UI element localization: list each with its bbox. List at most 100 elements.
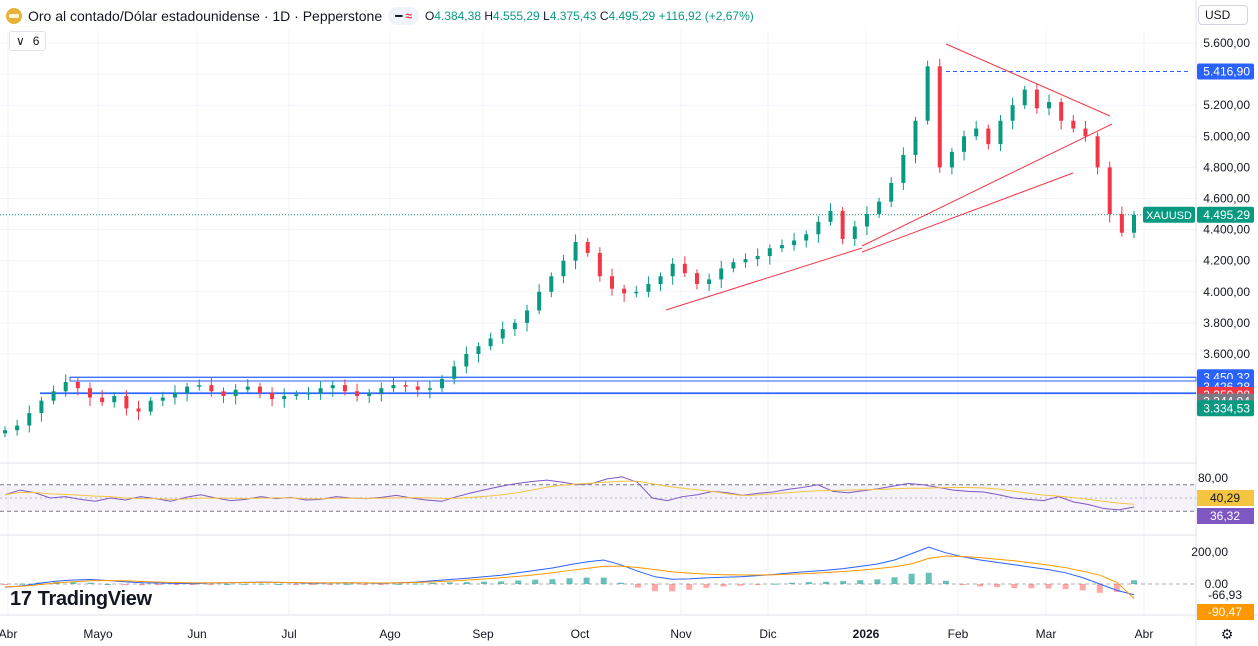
- chart-header: Oro al contado/Dólar estadounidense · 1D…: [6, 5, 754, 27]
- macd-histogram-bar: [583, 577, 590, 584]
- triangle-lower-line[interactable]: [861, 123, 1113, 247]
- currency-selector[interactable]: USD: [1198, 5, 1248, 25]
- last-price-tag: 4.495,29: [1203, 208, 1250, 222]
- macd-histogram-bar: [703, 584, 710, 588]
- candle-body: [937, 66, 942, 168]
- macd-histogram-bar: [634, 584, 641, 588]
- macd-histogram-bar: [480, 581, 487, 584]
- candle-body: [537, 291, 542, 311]
- candle-body: [500, 329, 505, 339]
- macd-histogram-bar: [1062, 584, 1069, 590]
- macd-histogram-bar: [908, 573, 915, 584]
- candle-body: [172, 392, 177, 398]
- tradingview-wordmark: TradingView: [37, 588, 152, 610]
- settings-gear-icon[interactable]: ⚙: [1220, 626, 1234, 642]
- candle-body: [767, 248, 772, 257]
- macd-histogram-bar: [857, 580, 864, 584]
- candle-body: [1010, 105, 1015, 121]
- macd-histogram-bar: [395, 583, 402, 585]
- macd-histogram-bar: [498, 581, 505, 584]
- candle-body: [816, 221, 821, 235]
- candle-body: [1071, 120, 1076, 129]
- close-label: C: [599, 9, 609, 23]
- symbol-title[interactable]: Oro al contado/Dólar estadounidense · 1D…: [28, 8, 383, 24]
- candle-body: [87, 388, 92, 398]
- macd-value-tag: -66,93: [1208, 588, 1242, 602]
- macd-histogram-bar: [1045, 584, 1052, 589]
- time-axis[interactable]: Abr Mayo Jun Jul Ago Sep Oct Nov Dic 2026 Feb Mar Ab…: [0, 627, 1153, 641]
- candle-body: [755, 256, 760, 260]
- candle-body: [3, 430, 7, 434]
- macd-histogram-bar: [823, 581, 830, 584]
- macd-pane: 200,00 0,00-66,93 -90,47: [0, 545, 1254, 620]
- rsi-axis-label: 80,00: [1198, 471, 1228, 485]
- range-box: [69, 376, 1197, 382]
- candle-body: [100, 397, 105, 403]
- macd-histogram-bar: [566, 578, 573, 584]
- candle-body: [804, 234, 809, 241]
- macd-histogram-bar: [207, 584, 214, 585]
- price-axis[interactable]: 5.600,005.400,005.200,005.000,004.800,00…: [1143, 36, 1254, 417]
- time-tick-label: Feb: [948, 627, 969, 641]
- macd-histogram-bar: [173, 584, 180, 585]
- candle-body: [525, 310, 530, 323]
- candle-body: [609, 276, 614, 289]
- last-price-tag-bg: [1197, 206, 1254, 223]
- price-tick-label: 5.200,00: [1203, 98, 1250, 112]
- macd-histogram-bar: [378, 584, 385, 585]
- candle-body: [112, 395, 117, 403]
- rsi-pane: 80,00 40,29 36,32: [0, 471, 1254, 524]
- candle-body: [15, 425, 20, 431]
- candle-body: [379, 388, 384, 393]
- macd-histogram-bar: [344, 583, 351, 585]
- tradingview-logo[interactable]: 17 TradingView: [10, 588, 152, 611]
- price-tick-label: 4.800,00: [1203, 160, 1250, 174]
- change-value: +116,92 (+2,67%): [658, 9, 754, 23]
- macd-histogram-bar: [190, 584, 197, 585]
- candle-body: [75, 381, 80, 389]
- macd-histogram-bar: [87, 582, 94, 584]
- candle-body: [233, 389, 238, 396]
- candle-body: [464, 354, 469, 367]
- rising-trendline[interactable]: [665, 247, 863, 311]
- candle-body: [597, 252, 602, 277]
- level-price-tag-bg: [1197, 63, 1254, 80]
- candle-body: [743, 259, 748, 263]
- candle-body: [294, 394, 299, 396]
- macd-histogram-bar: [600, 577, 607, 584]
- low-label: L: [543, 9, 550, 23]
- candle-body: [209, 385, 214, 392]
- candle-body: [585, 242, 590, 253]
- candle-body: [1034, 89, 1039, 109]
- macd-value-tag-bg: [1197, 588, 1254, 602]
- wave-icon: ≈: [405, 9, 412, 23]
- candle-body: [925, 66, 930, 121]
- indicators-toggle[interactable]: ∨ 6: [9, 31, 47, 51]
- tradingview-mark-icon: 17: [10, 588, 32, 610]
- macd-histogram-bar: [1113, 584, 1120, 592]
- candle-body: [1022, 89, 1027, 106]
- status-badge[interactable]: ━ ≈: [388, 7, 419, 25]
- candle-body: [282, 395, 287, 400]
- candle-body: [1095, 136, 1100, 168]
- macd-histogram-bar: [771, 583, 778, 585]
- ohlc-readout: O4.384,38 H4.555,29 L4.375,43 C4.495,29 …: [425, 9, 754, 23]
- market-status-icon: ━: [395, 9, 403, 23]
- rsi-ma-tag-bg: [1197, 490, 1254, 506]
- level-price-tag: 3.334,53: [1203, 401, 1250, 415]
- indicator-count: 6: [32, 34, 40, 48]
- high-label: H: [484, 9, 494, 23]
- level-lines: [0, 70, 1197, 395]
- macd-histogram-bar: [515, 580, 522, 584]
- candle-body: [864, 214, 869, 227]
- candle-body: [27, 413, 32, 426]
- candle-body: [658, 276, 663, 285]
- candle-body: [889, 182, 894, 202]
- time-tick-label: Abr: [0, 627, 17, 641]
- channel-trendline[interactable]: [861, 172, 1074, 253]
- macd-histogram-bar: [224, 584, 231, 585]
- triangle-upper-line[interactable]: [945, 43, 1111, 117]
- macd-histogram-bar: [327, 584, 334, 585]
- trendline-drawings[interactable]: [665, 43, 1113, 311]
